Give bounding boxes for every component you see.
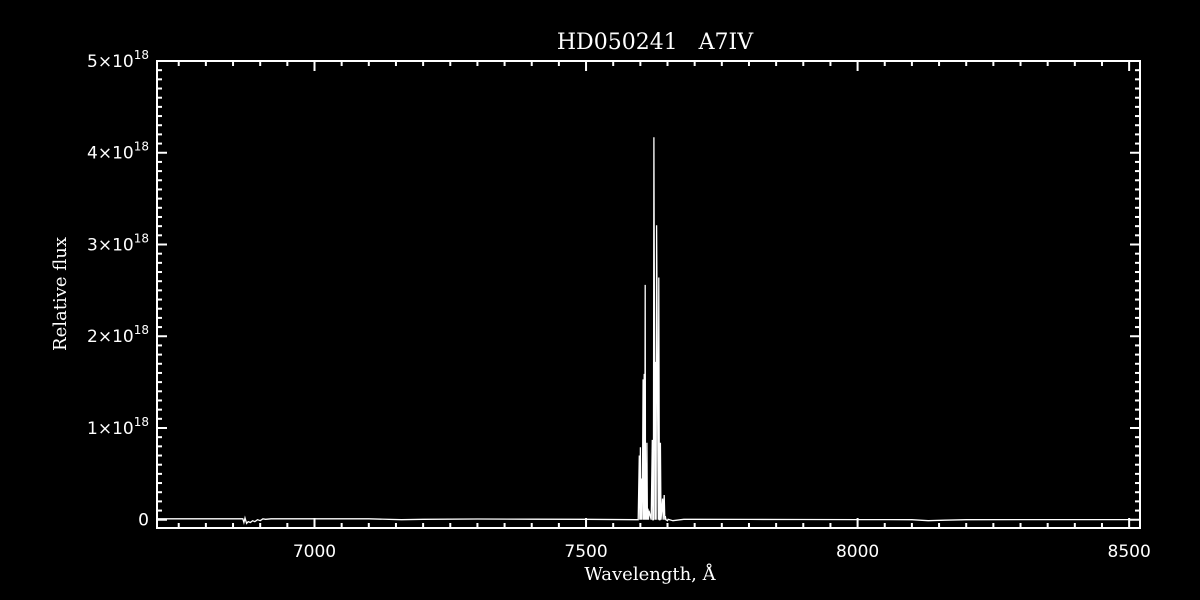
y-tick-label: 4×1018 [87, 140, 149, 164]
y-tick-mantissa: 5×10 [87, 52, 134, 72]
x-axis-label: Wavelength, Å [584, 563, 716, 585]
y-tick-exponent: 18 [134, 323, 149, 337]
chart-title: HD050241 A7IV [557, 30, 754, 55]
y-tick-label: 3×1018 [87, 231, 149, 255]
x-tick-label: 8000 [836, 542, 879, 562]
y-tick-label: 1×1018 [87, 415, 149, 439]
y-tick-mantissa: 1×10 [87, 419, 134, 439]
x-tick-label: 7000 [293, 542, 336, 562]
y-tick-mantissa: 0 [138, 511, 149, 531]
y-tick-exponent: 18 [134, 231, 149, 245]
x-tick-label: 8500 [1108, 542, 1151, 562]
y-tick-exponent: 18 [134, 140, 149, 154]
y-tick-mantissa: 3×10 [87, 235, 134, 255]
y-tick-label: 2×1018 [87, 323, 149, 347]
spectrum-line [157, 137, 1140, 526]
plot-frame [156, 60, 1141, 529]
x-tick-label: 7500 [564, 542, 607, 562]
y-tick-mantissa: 4×10 [87, 144, 134, 164]
y-tick-label: 0 [138, 511, 149, 531]
y-axis-label: Relative flux [50, 237, 71, 351]
y-tick-label: 5×1018 [87, 48, 149, 72]
y-tick-mantissa: 2×10 [87, 327, 134, 347]
y-tick-exponent: 18 [134, 415, 149, 429]
y-tick-exponent: 18 [134, 48, 149, 62]
